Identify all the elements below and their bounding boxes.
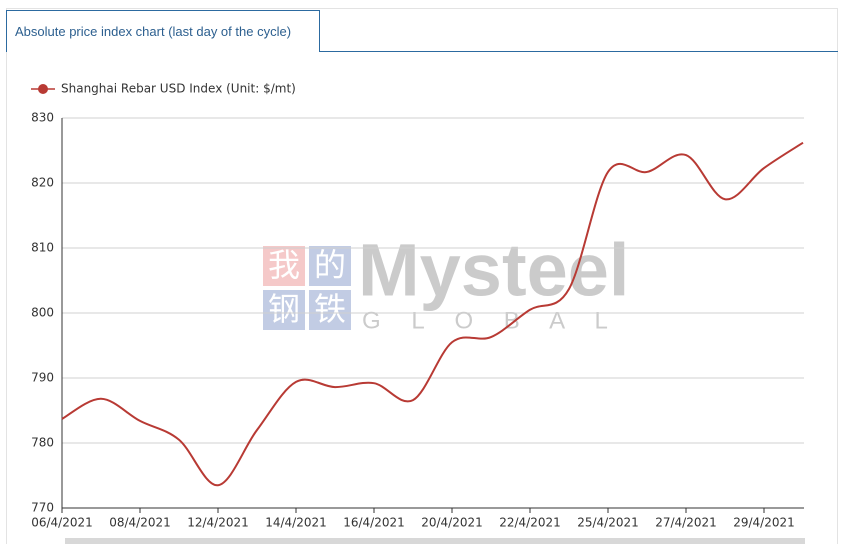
x-tick-label: 06/4/2021 xyxy=(31,516,93,530)
x-tick-label: 29/4/2021 xyxy=(733,516,795,530)
x-tick-label: 08/4/2021 xyxy=(109,516,171,530)
wm-box xyxy=(309,290,351,330)
wm-box xyxy=(263,246,305,286)
wm-brand: Mysteel xyxy=(358,229,629,312)
wm-box xyxy=(263,290,305,330)
tab-underline xyxy=(320,51,838,52)
wm-box xyxy=(309,246,351,286)
wm-char: 钢 xyxy=(268,290,300,328)
y-tick-label: 810 xyxy=(31,241,54,255)
y-tick-label: 830 xyxy=(31,111,54,125)
tab[interactable]: Absolute price index chart (last day of … xyxy=(6,10,320,52)
panel xyxy=(6,8,838,544)
watermark: 我 的 钢 铁 Mysteel G L O B A L xyxy=(263,229,629,334)
x-tick-label: 12/4/2021 xyxy=(187,516,249,530)
x-tick-label: 22/4/2021 xyxy=(499,516,561,530)
wm-char: 铁 xyxy=(314,290,346,328)
scrollbar[interactable] xyxy=(65,538,805,544)
x-tick-label: 27/4/2021 xyxy=(655,516,717,530)
y-tick-label: 770 xyxy=(31,501,54,515)
legend-label[interactable]: Shanghai Rebar USD Index (Unit: $/mt) xyxy=(61,82,296,96)
x-tick-label: 14/4/2021 xyxy=(265,516,327,530)
y-tick-label: 820 xyxy=(31,176,54,190)
wm-sub: G L O B A L xyxy=(362,307,620,334)
legend-marker xyxy=(38,84,48,94)
x-tick-label: 20/4/2021 xyxy=(421,516,483,530)
y-tick-label: 780 xyxy=(31,436,54,450)
y-tick-label: 790 xyxy=(31,371,54,385)
y-tick-label: 800 xyxy=(31,306,54,320)
wm-char: 我 xyxy=(268,246,300,284)
wm-char: 的 xyxy=(314,246,346,284)
x-tick-label: 25/4/2021 xyxy=(577,516,639,530)
series-line xyxy=(61,141,804,487)
x-tick-label: 16/4/2021 xyxy=(343,516,405,530)
